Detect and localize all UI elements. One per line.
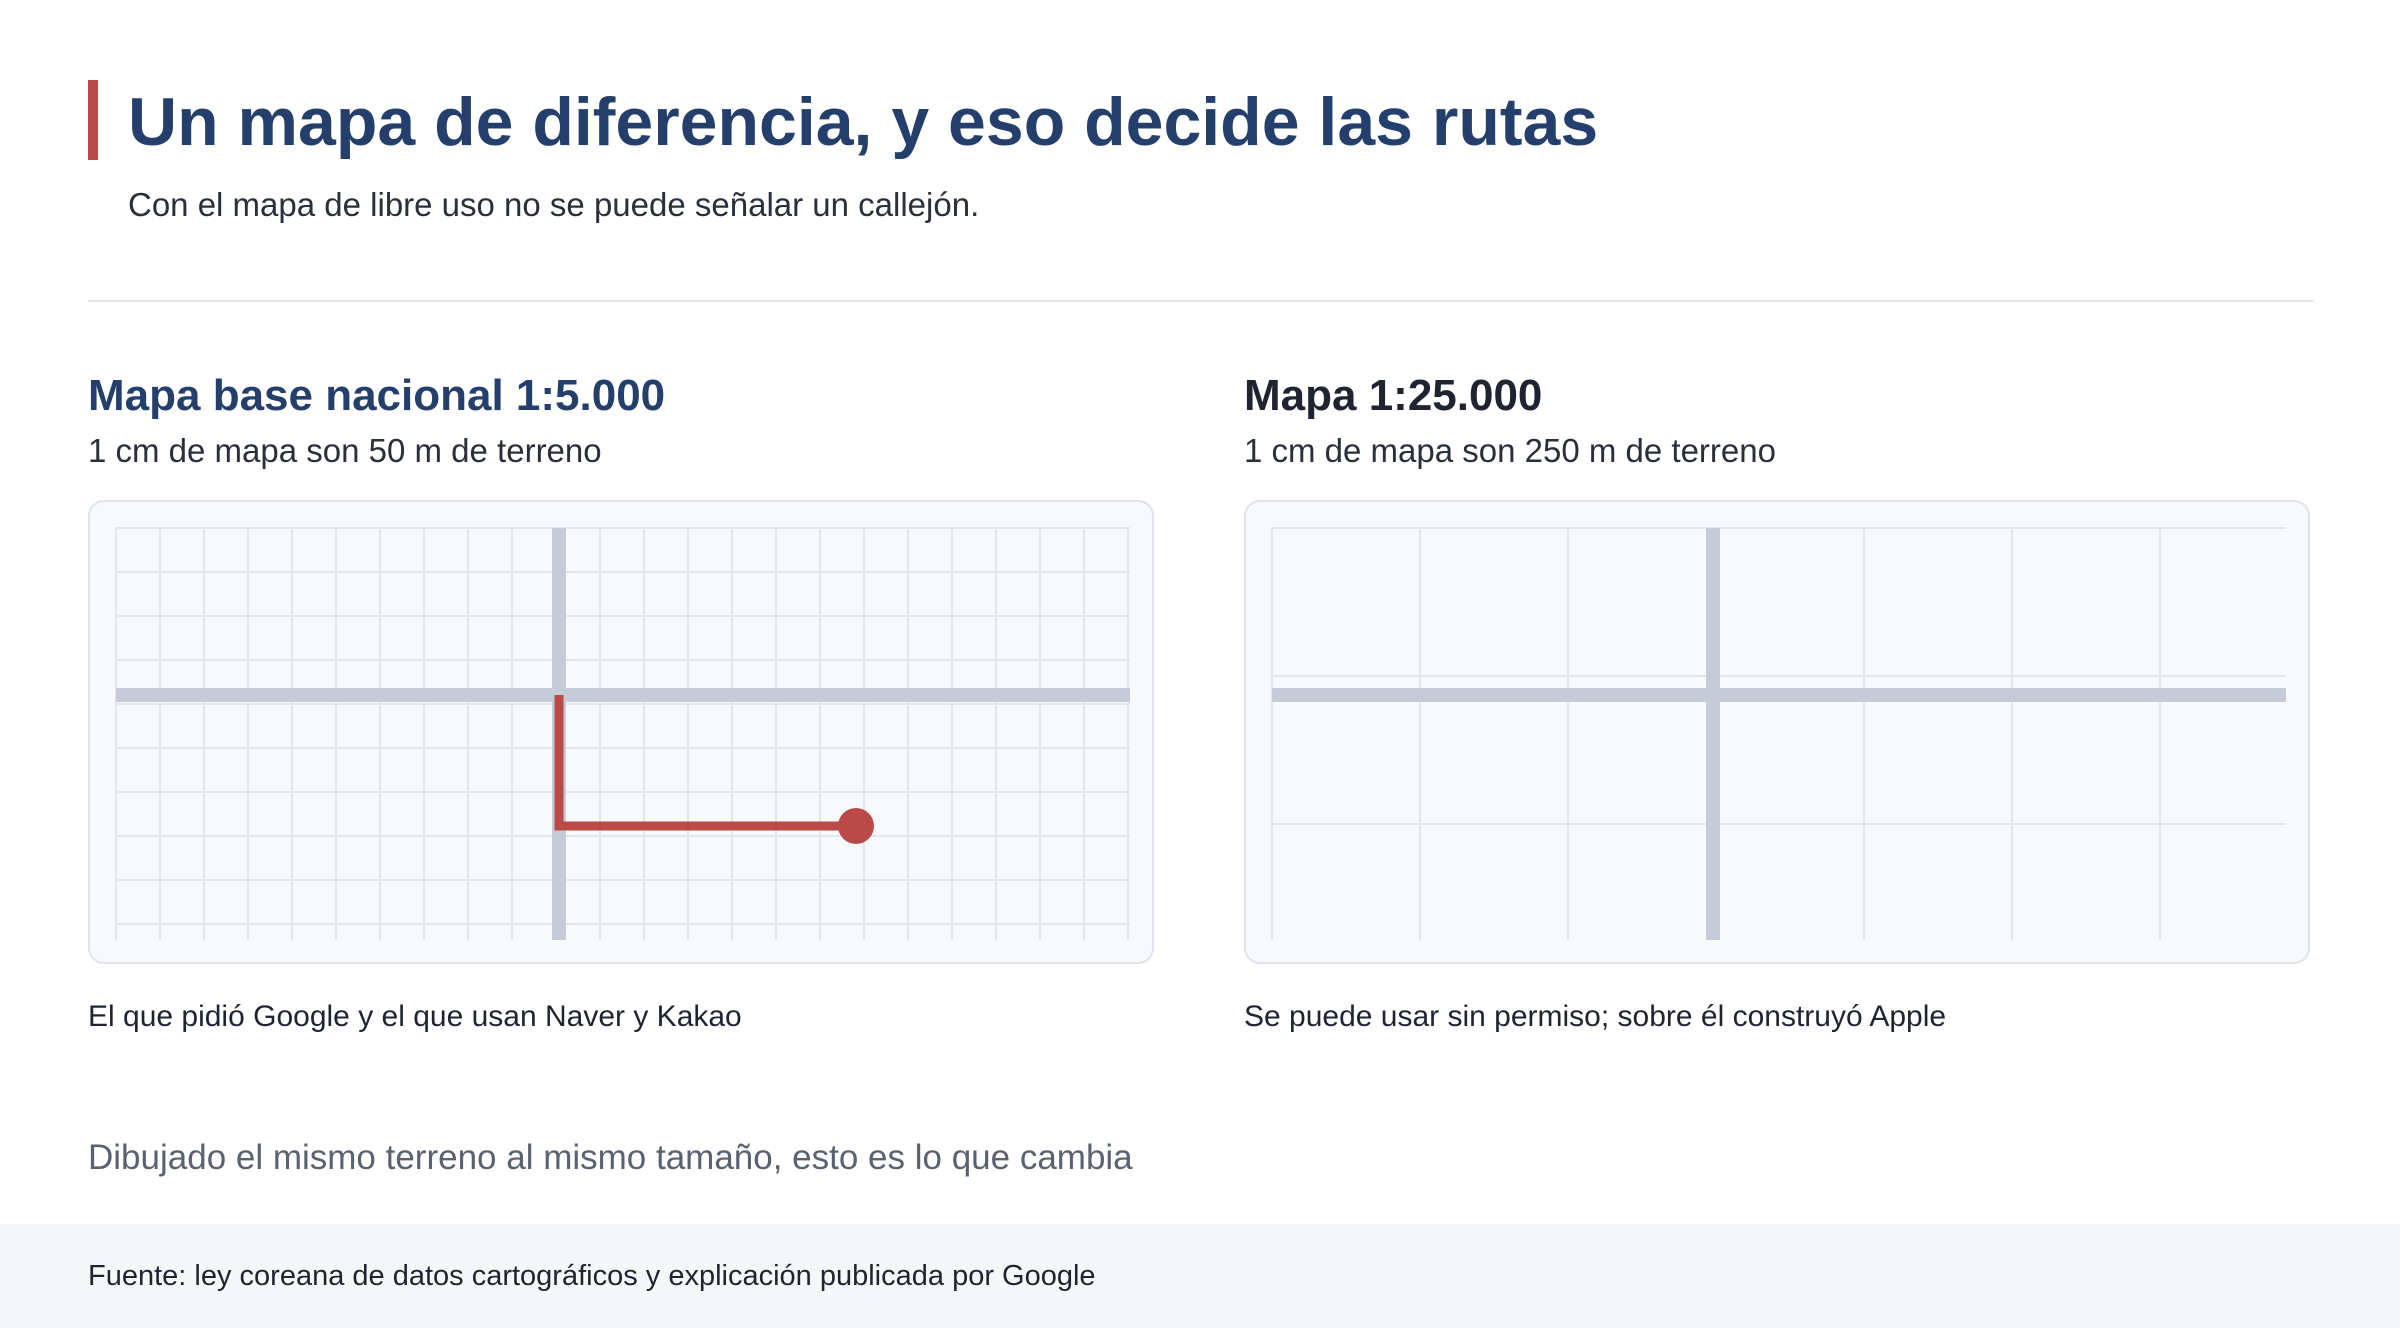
header-divider — [88, 300, 2314, 302]
footer: Fuente: ley coreana de datos cartográfic… — [0, 1224, 2400, 1328]
map-card-25000 — [1244, 500, 2310, 964]
panel-subtitle-25000: 1 cm de mapa son 250 m de terreno — [1244, 432, 1776, 469]
footer-source: Fuente: ley coreana de datos cartográfic… — [88, 1260, 1096, 1292]
map-5000-illustration — [115, 527, 1130, 940]
map-card-5000 — [88, 500, 1154, 964]
panel-title-25000: Mapa 1:25.000 — [1244, 371, 1543, 420]
alley-route-line — [554, 695, 856, 831]
panel-title-5000: Mapa base nacional 1:5.000 — [88, 371, 666, 420]
page-subtitle: Con el mapa de libre uso no se puede señ… — [128, 186, 980, 223]
title-accent-bar — [88, 80, 98, 160]
destination-marker — [838, 808, 874, 844]
panel-caption-25000: Se puede usar sin permiso; sobre él cons… — [1244, 1000, 1947, 1033]
page-title: Un mapa de diferencia, y eso decide las … — [128, 84, 1599, 160]
panel-caption-5000: El que pidió Google y el que usan Naver … — [88, 1000, 742, 1033]
panel-subtitle-5000: 1 cm de mapa son 50 m de terreno — [88, 432, 602, 469]
comparison-note: Dibujado el mismo terreno al mismo tamañ… — [88, 1138, 1133, 1177]
map-25000-illustration — [1271, 527, 2286, 940]
